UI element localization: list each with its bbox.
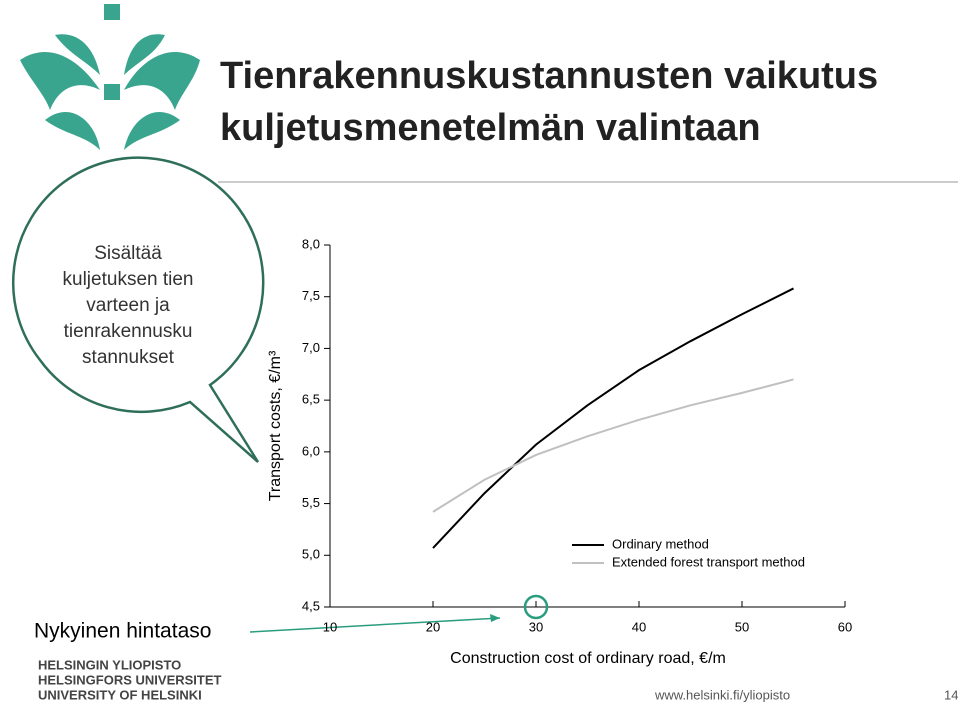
legend-label: Ordinary method (612, 536, 709, 551)
callout-bubble (11, 156, 265, 463)
y-tick-label: 6,0 (302, 443, 320, 458)
y-axis-label: Transport costs, €/m³ (267, 350, 284, 501)
series-line (432, 287, 794, 549)
x-tick-label: 10 (323, 619, 337, 634)
footer-url: www.helsinki.fi/yliopisto (654, 687, 790, 702)
y-tick-label: 6,5 (302, 392, 320, 407)
x-tick-label: 50 (735, 619, 749, 634)
title-line: kuljetusmenetelmän valintaan (220, 107, 761, 149)
marker-arrow (249, 617, 501, 633)
callout-text: tienrakennusku (64, 321, 193, 342)
y-tick-label: 4,5 (302, 598, 320, 613)
page-number: 14 (944, 687, 958, 702)
logo-text: HELSINGFORS UNIVERSITET (38, 672, 222, 687)
y-tick-label: 5,0 (302, 547, 320, 562)
callout-text: Sisältää (94, 243, 162, 264)
x-axis-label: Construction cost of ordinary road, €/m (450, 650, 726, 667)
callout-text: kuljetuksen tien (63, 269, 194, 290)
callout-text: stannukset (82, 347, 175, 368)
legend-label: Extended forest transport method (612, 554, 805, 569)
series-line (432, 378, 794, 513)
x-tick-label: 60 (838, 619, 852, 634)
x-tick-label: 40 (632, 619, 646, 634)
y-tick-label: 7,0 (302, 340, 320, 355)
marker-label: Nykyinen hintataso (34, 620, 211, 643)
logo-text: UNIVERSITY OF HELSINKI (38, 687, 202, 702)
x-tick-label: 20 (426, 619, 440, 634)
title-line: Tienrakennuskustannusten vaikutus (220, 55, 878, 97)
callout-text: varteen ja (86, 295, 170, 316)
logo-mark (20, 4, 200, 182)
y-tick-label: 7,5 (302, 288, 320, 303)
current-price-marker (523, 594, 549, 620)
y-tick-label: 5,5 (302, 495, 320, 510)
arrow-head (490, 614, 500, 622)
logo-text: HELSINGIN YLIOPISTO (38, 657, 181, 672)
y-tick-label: 8,0 (302, 236, 320, 251)
x-tick-label: 30 (529, 619, 543, 634)
